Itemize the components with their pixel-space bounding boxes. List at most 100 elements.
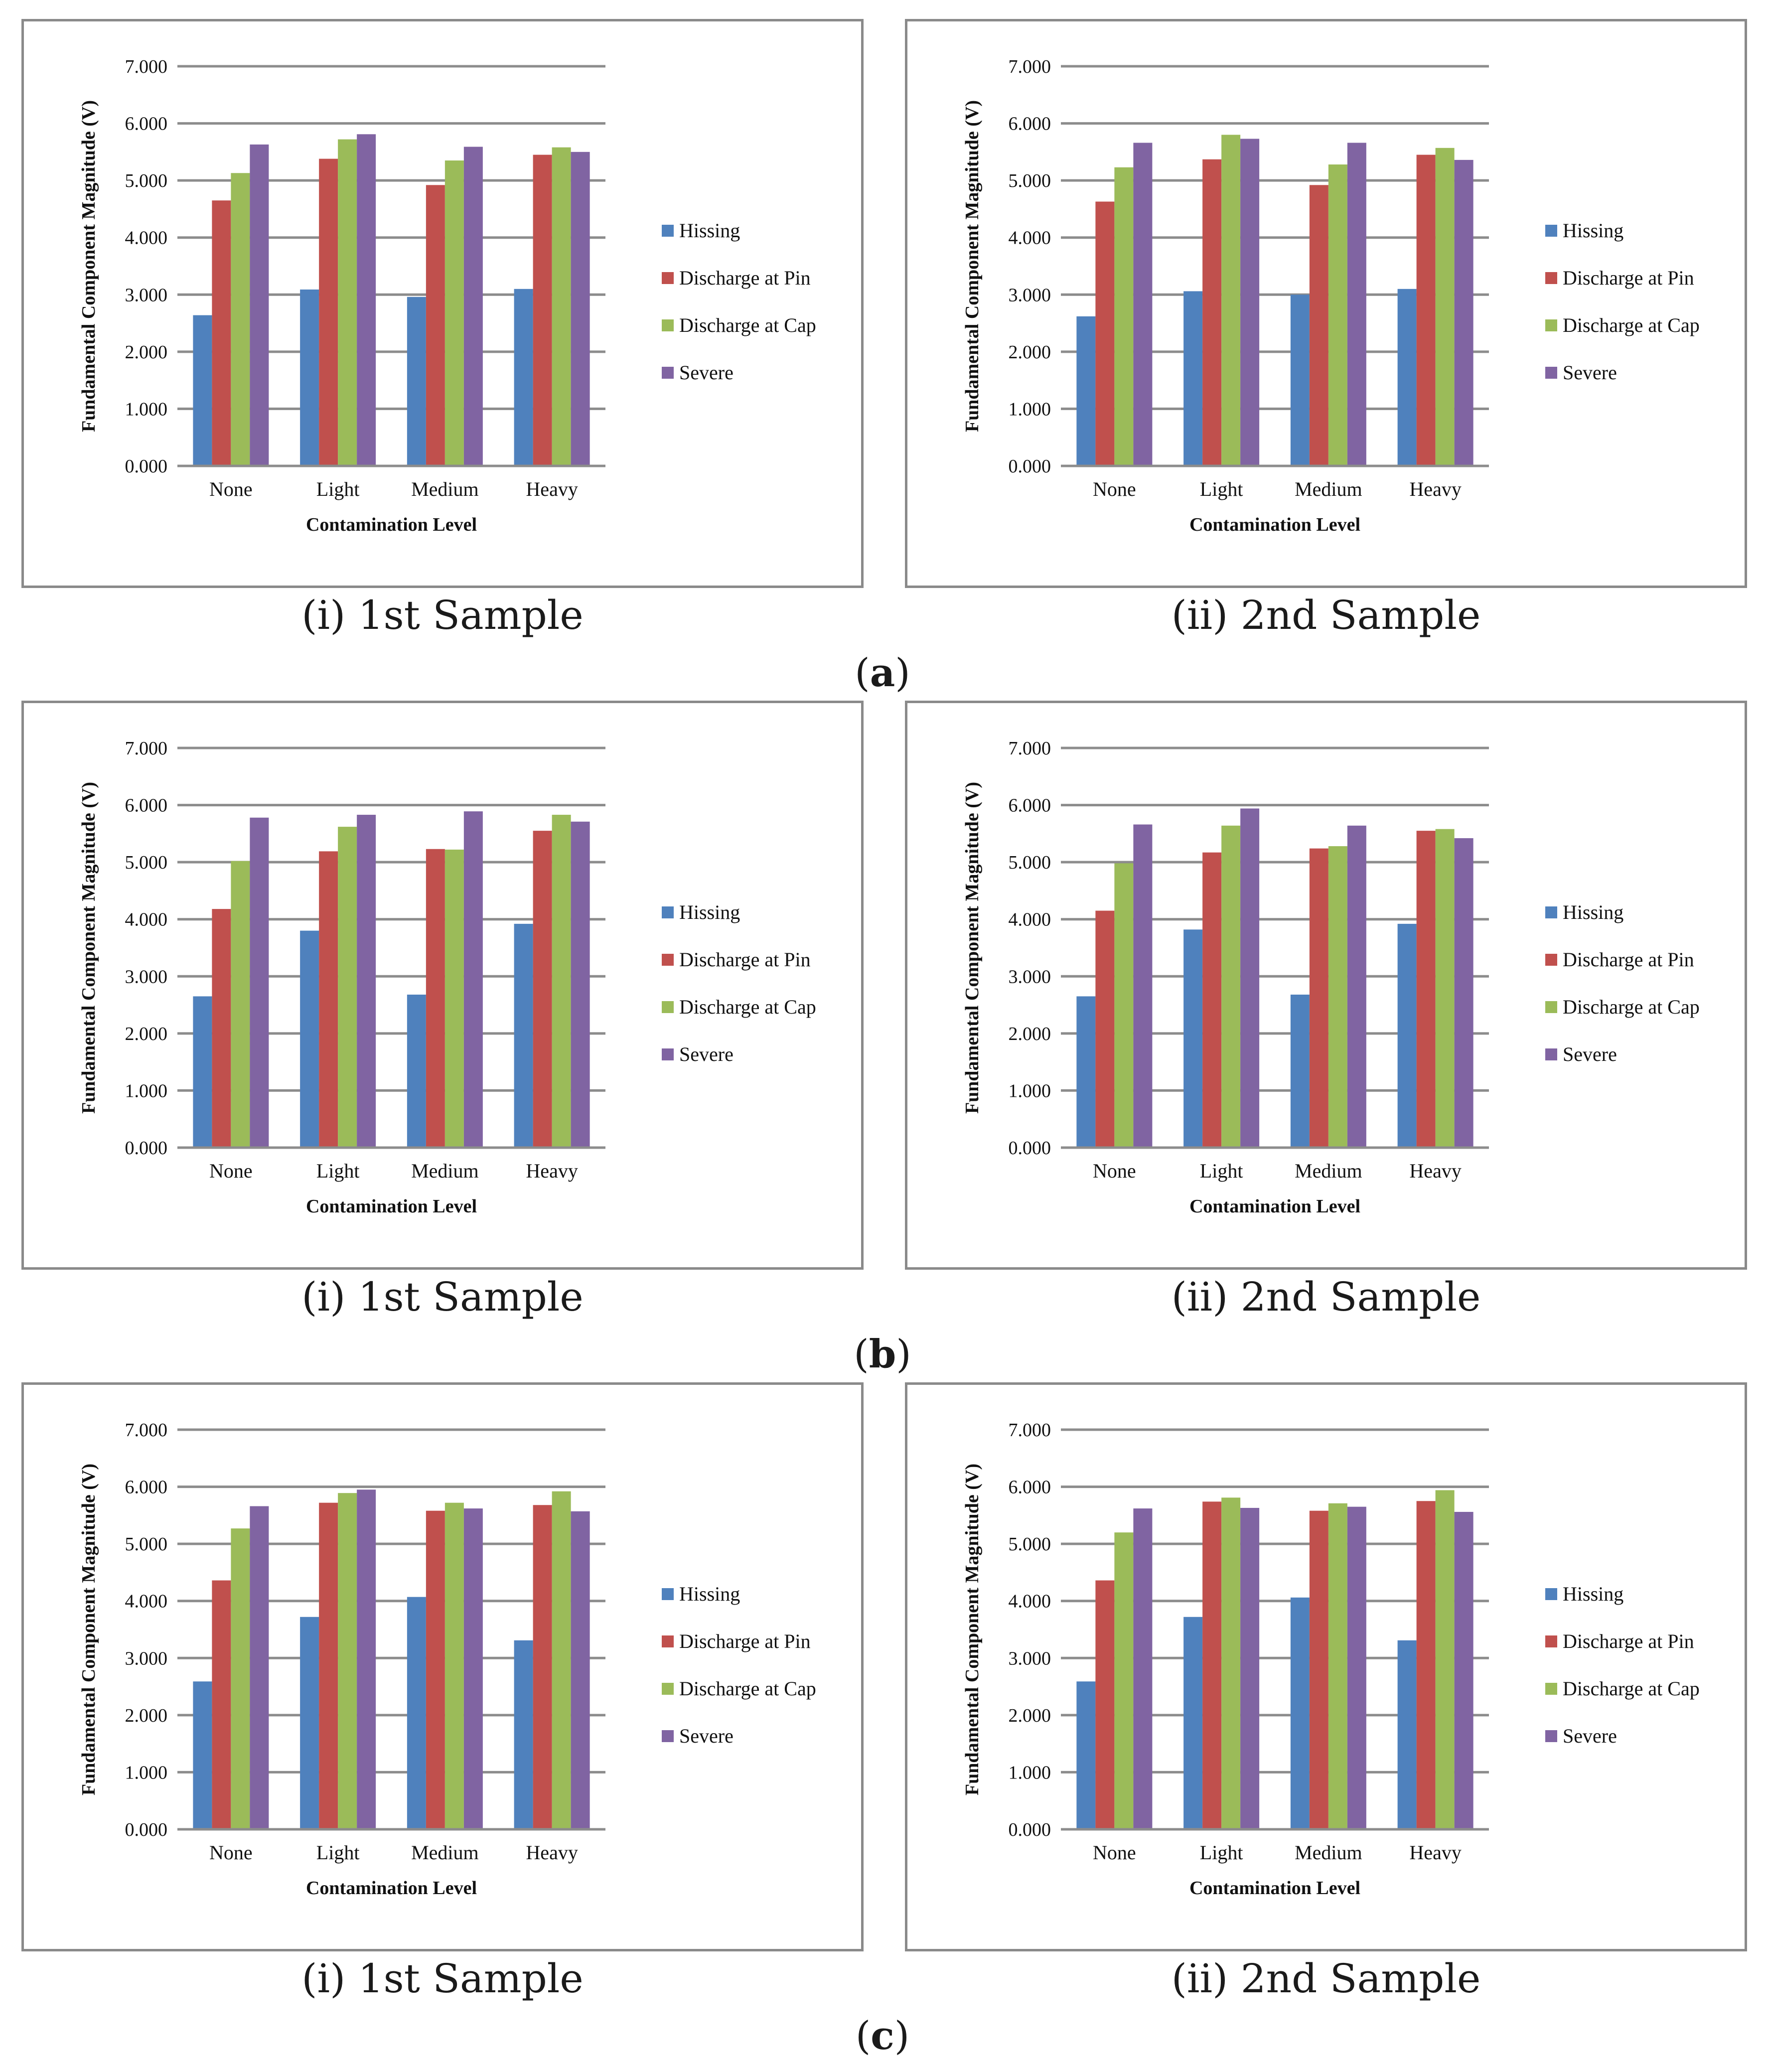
bar-severe-medium [463, 147, 483, 466]
legend-swatch-severe [1545, 1730, 1557, 1742]
legend-swatch-hissing [1545, 1588, 1557, 1600]
bar-discharge-at-pin-none [212, 909, 231, 1148]
bar-severe-medium [463, 811, 483, 1148]
bar-discharge-at-pin-none [1095, 1580, 1115, 1829]
bar-hissing-light [1183, 929, 1203, 1148]
caption-b-2nd-sample: (ii) 2nd Sample [1171, 1274, 1481, 1320]
bar-severe-medium [463, 1508, 483, 1829]
bar-discharge-at-cap-medium [1328, 846, 1347, 1148]
bar-hissing-medium [1290, 295, 1310, 466]
bar-discharge-at-cap-heavy [552, 1491, 571, 1829]
legend-label-discharge-at-cap: Discharge at Cap [679, 1677, 816, 1700]
y-tick-label: 3.000 [1009, 1648, 1051, 1669]
x-tick-label: Medium [1295, 478, 1362, 500]
bar-discharge-at-pin-heavy [1416, 1501, 1436, 1829]
legend-swatch-hissing [1545, 225, 1557, 237]
x-tick-label: Light [1200, 1160, 1243, 1182]
legend-label-discharge-at-pin: Discharge at Pin [679, 1630, 811, 1652]
bar-discharge-at-cap-none [1114, 863, 1134, 1148]
bar-discharge-at-pin-light [1202, 159, 1222, 466]
legend-label-discharge-at-pin: Discharge at Pin [679, 267, 811, 289]
y-tick-label: 6.000 [1009, 114, 1051, 135]
bar-discharge-at-cap-heavy [552, 815, 571, 1148]
bar-hissing-light [300, 930, 319, 1148]
bar-discharge-at-pin-light [1202, 1501, 1222, 1829]
bar-discharge-at-cap-medium [1328, 164, 1347, 466]
y-axis-title: Fundamental Component Magnitude (V) [962, 782, 983, 1114]
bar-chart-b-1st-sample: 0.000 1.000 2.000 3.000 4.000 5.000 6.000 7.000… [78, 738, 816, 1217]
bar-chart-c-1st-sample: 0.000 1.000 2.000 3.000 4.000 5.000 6.000 7.000… [78, 1420, 816, 1899]
y-axis-title: Fundamental Component Magnitude (V) [78, 1464, 99, 1795]
y-tick-label: 0.000 [125, 456, 168, 477]
bar-discharge-at-pin-medium [1309, 848, 1328, 1148]
caption-b-1st-sample: (i) 1st Sample [301, 1274, 584, 1320]
legend-swatch-discharge-at-pin [662, 1635, 674, 1647]
legend-swatch-discharge-at-pin [662, 954, 674, 966]
x-tick-label: None [209, 478, 253, 500]
x-tick-label: Heavy [526, 1841, 578, 1864]
y-tick-label: 1.000 [125, 1080, 168, 1101]
bar-hissing-heavy [514, 1640, 533, 1829]
bar-discharge-at-pin-none [212, 200, 231, 466]
caption-a-1st-sample: (i) 1st Sample [301, 592, 584, 638]
bar-discharge-at-cap-heavy [1435, 148, 1455, 466]
y-tick-label: 5.000 [125, 1534, 168, 1555]
y-tick-label: 2.000 [125, 1024, 168, 1044]
bar-hissing-none [1076, 316, 1096, 466]
bar-discharge-at-pin-heavy [533, 831, 552, 1148]
bar-discharge-at-pin-none [1095, 201, 1115, 466]
bar-discharge-at-cap-light [338, 1493, 357, 1829]
bar-severe-heavy [1454, 1511, 1473, 1829]
y-tick-label: 0.000 [125, 1819, 168, 1840]
y-tick-label: 0.000 [1009, 456, 1051, 477]
bar-discharge-at-pin-medium [426, 1510, 445, 1829]
bar-hissing-none [1076, 1681, 1096, 1829]
legend-label-discharge-at-pin: Discharge at Pin [1563, 267, 1694, 289]
legend-label-discharge-at-cap: Discharge at Cap [679, 996, 816, 1018]
y-tick-label: 4.000 [1009, 1591, 1051, 1612]
legend-label-discharge-at-pin: Discharge at Pin [1563, 948, 1694, 971]
bar-discharge-at-pin-none [1095, 910, 1115, 1148]
legend-swatch-discharge-at-pin [662, 272, 674, 284]
y-tick-label: 4.000 [1009, 909, 1051, 930]
x-tick-label: Light [1200, 1841, 1243, 1864]
bar-severe-heavy [1454, 159, 1473, 466]
bar-severe-heavy [571, 821, 590, 1148]
x-tick-label: Medium [411, 1160, 479, 1182]
bar-discharge-at-pin-light [319, 851, 338, 1148]
bar-severe-medium [1347, 825, 1366, 1148]
legend-label-severe: Severe [679, 361, 734, 384]
y-tick-label: 2.000 [1009, 342, 1051, 363]
legend-swatch-discharge-at-cap [1545, 319, 1557, 331]
x-axis-title: Contamination Level [306, 1878, 477, 1899]
x-tick-label: None [209, 1841, 253, 1864]
bar-chart-a-2nd-sample: 0.000 1.000 2.000 3.000 4.000 5.000 6.000 7.000… [962, 56, 1700, 535]
bar-hissing-medium [1290, 1597, 1310, 1829]
bar-discharge-at-pin-light [319, 1502, 338, 1829]
y-tick-label: 6.000 [1009, 795, 1051, 816]
x-tick-label: Heavy [1409, 1841, 1461, 1864]
bar-hissing-heavy [1397, 289, 1417, 466]
legend-label-discharge-at-pin: Discharge at Pin [1563, 1630, 1694, 1652]
y-tick-label: 6.000 [125, 114, 168, 135]
y-tick-label: 7.000 [125, 56, 168, 77]
y-tick-label: 2.000 [125, 1705, 168, 1726]
legend-swatch-hissing [1545, 906, 1557, 918]
x-tick-label: None [1093, 1841, 1136, 1864]
legend-label-discharge-at-pin: Discharge at Pin [679, 948, 811, 971]
bar-hissing-heavy [514, 923, 533, 1148]
bar-hissing-medium [407, 1597, 426, 1829]
bar-discharge-at-cap-heavy [1435, 1490, 1455, 1829]
bar-hissing-medium [407, 296, 426, 466]
bar-discharge-at-pin-heavy [533, 1505, 552, 1829]
legend-label-severe: Severe [1563, 361, 1617, 384]
bar-hissing-medium [1290, 994, 1310, 1148]
legend-swatch-discharge-at-cap [662, 1001, 674, 1013]
panel-label-c: (c) [855, 2013, 910, 2059]
chart-frame-b-2nd-sample: 0.000 1.000 2.000 3.000 4.000 5.000 6.000 7.000… [905, 701, 1747, 1270]
y-tick-label: 5.000 [1009, 170, 1051, 191]
legend-swatch-discharge-at-cap [662, 1683, 674, 1695]
y-axis-title: Fundamental Component Magnitude (V) [962, 1464, 983, 1795]
bar-severe-heavy [571, 1511, 590, 1829]
bar-discharge-at-cap-light [338, 827, 357, 1148]
